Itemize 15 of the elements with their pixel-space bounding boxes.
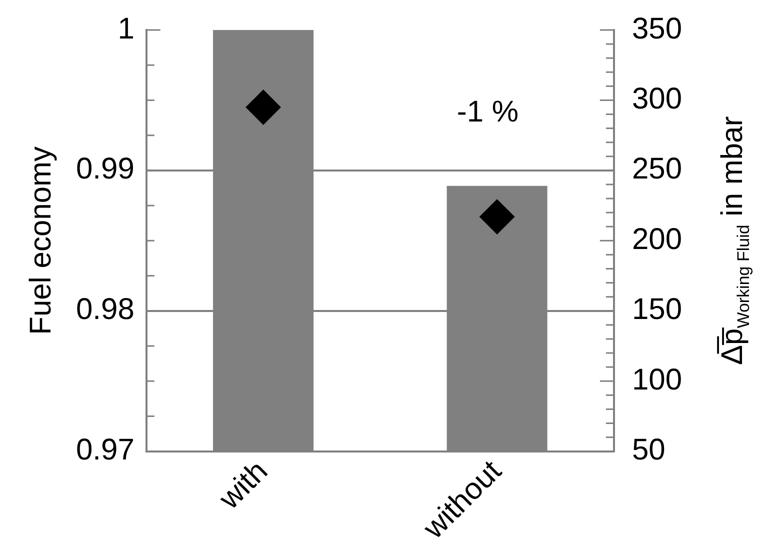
y2-tick-label: 250 [632, 152, 682, 186]
annotation: -1 % [456, 95, 519, 128]
y2-tick-label: 200 [632, 222, 682, 256]
y2-tick-label: 100 [632, 363, 682, 396]
y-tick-label: 0.97 [76, 434, 134, 467]
y-tick-label: 0.98 [76, 293, 134, 326]
y2-tick-label: 300 [632, 82, 682, 116]
y2-tick-label: 150 [632, 293, 682, 326]
x-tick-label: with [212, 454, 274, 516]
y-tick-label: 1 [118, 12, 134, 46]
y2-axis-title: Δ̅p̅Working Fluid in mbar [716, 116, 753, 366]
y2-tick-label: 50 [632, 434, 666, 467]
y-tick-label: 0.99 [76, 152, 134, 186]
y-axis-title: Fuel economy [24, 146, 58, 335]
y2-tick-label: 350 [632, 12, 682, 46]
